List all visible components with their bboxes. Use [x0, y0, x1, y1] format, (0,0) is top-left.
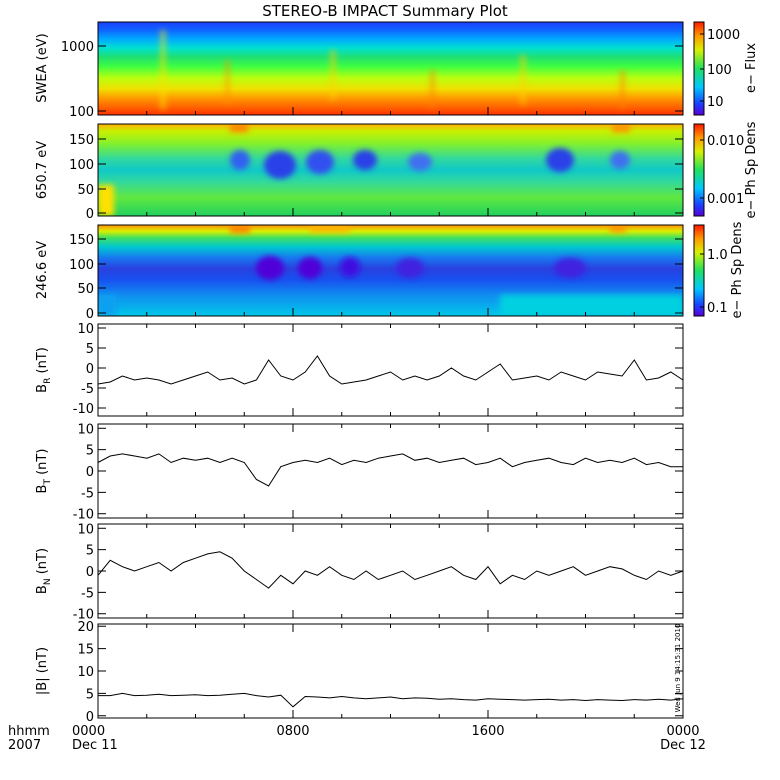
- x-tick-label: 0000: [72, 724, 105, 739]
- flux-colorbar: 1000 100 10 e− Flux: [693, 21, 759, 116]
- br-y-tick-label: 0: [86, 362, 94, 377]
- plot-title: STEREO-B IMPACT Summary Plot: [262, 2, 508, 20]
- pad-246-colorbar-tick: 0.1: [707, 301, 728, 316]
- btotal-panel-frame: [97, 623, 684, 719]
- pad-650-y-tick-label: 0: [86, 207, 94, 222]
- pad-650-colorbar-tick: 0.001: [707, 192, 744, 207]
- btotal-panel: 20 15 10 5 0 |B| (nT): [35, 620, 684, 725]
- br-y-tick-label: 5: [86, 342, 94, 357]
- btotal-y-tick-label: 5: [86, 687, 94, 702]
- pad-246-y-axis: 150 100 50 0: [69, 233, 683, 322]
- bt-y-tick-label: 5: [86, 444, 94, 459]
- x-tick-label: 1600: [471, 724, 504, 739]
- bt-y-tick-label: 10: [77, 422, 94, 437]
- swea-y-axis: 1000 100: [61, 40, 683, 120]
- pad-650-y-tick-label: 50: [77, 183, 94, 198]
- bn-series-line: [97, 551, 684, 589]
- swea-panel: 1000 100 SWEA (eV): [35, 21, 684, 120]
- btotal-y-axis-label: |B| (nT): [35, 647, 50, 695]
- btotal-y-tick-label: 15: [77, 643, 94, 658]
- pad-246-panel: 150 100 50 0 246.6 eV: [35, 224, 684, 322]
- bt-panel: 10 5 0 -5 -10 BT (nT): [35, 422, 684, 523]
- pad-650-colorbar-label: e− Ph Sp Dens: [744, 121, 759, 218]
- bn-y-axis-label: BN (nT): [35, 548, 53, 594]
- bn-panel-frame: [97, 523, 684, 619]
- pad-246-y-tick-label: 0: [86, 307, 94, 322]
- bt-y-axis-label: BT (nT): [35, 449, 53, 494]
- br-series-line: [97, 355, 684, 385]
- flux-colorbar-tick: 10: [707, 95, 724, 110]
- pad-650-y-tick-label: 150: [69, 133, 94, 148]
- pad-650-y-axis: 150 100 50 0: [69, 133, 683, 222]
- br-panel-frame: [97, 323, 684, 417]
- btotal-y-tick-label: 0: [86, 710, 94, 725]
- pad-650-y-tick-label: 100: [69, 158, 94, 173]
- bn-y-tick-label: 10: [77, 522, 94, 537]
- flux-colorbar-label: e− Flux: [744, 43, 759, 93]
- pad-650-y-axis-label: 650.7 eV: [35, 141, 50, 199]
- bn-panel: 10 5 0 -5 -10 BN (nT): [35, 522, 684, 623]
- pad-246-colorbar: 1.0 0.1 e− Ph Sp Dens: [693, 221, 745, 318]
- x-axis-row-label-time: hhmm: [8, 724, 50, 739]
- br-y-tick-label: -5: [81, 382, 94, 397]
- swea-y-axis-label: SWEA (eV): [35, 33, 50, 102]
- x-tick-date: Dec 11: [72, 738, 118, 753]
- btotal-y-tick-label: 10: [77, 665, 94, 680]
- bt-y-tick-label: 0: [86, 465, 94, 480]
- bn-y-tick-label: 5: [86, 544, 94, 559]
- br-panel: 10 5 0 -5 -10 BR (nT): [35, 322, 684, 417]
- br-y-tick-label: -10: [73, 402, 94, 417]
- x-axis: hhmm 2007 0000 Dec 11 0800 1600 0000 Dec…: [8, 724, 706, 753]
- pad-246-y-tick-label: 50: [77, 282, 94, 297]
- bn-y-tick-label: -10: [73, 608, 94, 623]
- bn-y-tick-label: -5: [81, 586, 94, 601]
- bt-panel-frame: [97, 423, 684, 519]
- plot-timestamp: Wed Jun 9 14:15:31 2010: [674, 624, 682, 713]
- btotal-series-line: [98, 692, 684, 708]
- bn-y-tick-label: 0: [86, 565, 94, 580]
- bt-y-tick-label: -5: [81, 486, 94, 501]
- bt-y-tick-label: -10: [73, 508, 94, 523]
- pad-650-spectrogram: [98, 124, 683, 216]
- swea-flux-spectrogram: [98, 22, 683, 115]
- pad-650-colorbar-tick: 0.010: [707, 134, 744, 149]
- flux-colorbar-tick: 1000: [707, 28, 740, 43]
- pad-246-colorbar-label: e− Ph Sp Dens: [730, 221, 745, 318]
- pad-246-y-tick-label: 150: [69, 233, 94, 248]
- x-tick-date: Dec 12: [660, 738, 706, 753]
- bt-series-line: [97, 453, 683, 487]
- pad-246-y-axis-label: 246.6 eV: [35, 241, 50, 299]
- br-y-axis-label: BR (nT): [35, 347, 53, 393]
- pad-246-y-tick-label: 100: [69, 258, 94, 273]
- pad-650-panel: 150 100 50 0 650.7 eV: [35, 123, 684, 222]
- pad-246-colorbar-tick: 1.0: [707, 248, 728, 263]
- btotal-y-tick-label: 20: [77, 620, 94, 635]
- swea-y-tick-label: 1000: [61, 40, 94, 55]
- x-tick-label: 0000: [666, 724, 699, 739]
- x-tick-label: 0800: [276, 724, 309, 739]
- pad-650-colorbar: 0.010 0.001 e− Ph Sp Dens: [693, 121, 759, 218]
- swea-y-tick-label: 100: [69, 105, 94, 120]
- x-axis-row-label-year: 2007: [8, 738, 41, 753]
- br-y-tick-label: 10: [77, 322, 94, 337]
- flux-colorbar-tick: 100: [707, 63, 732, 78]
